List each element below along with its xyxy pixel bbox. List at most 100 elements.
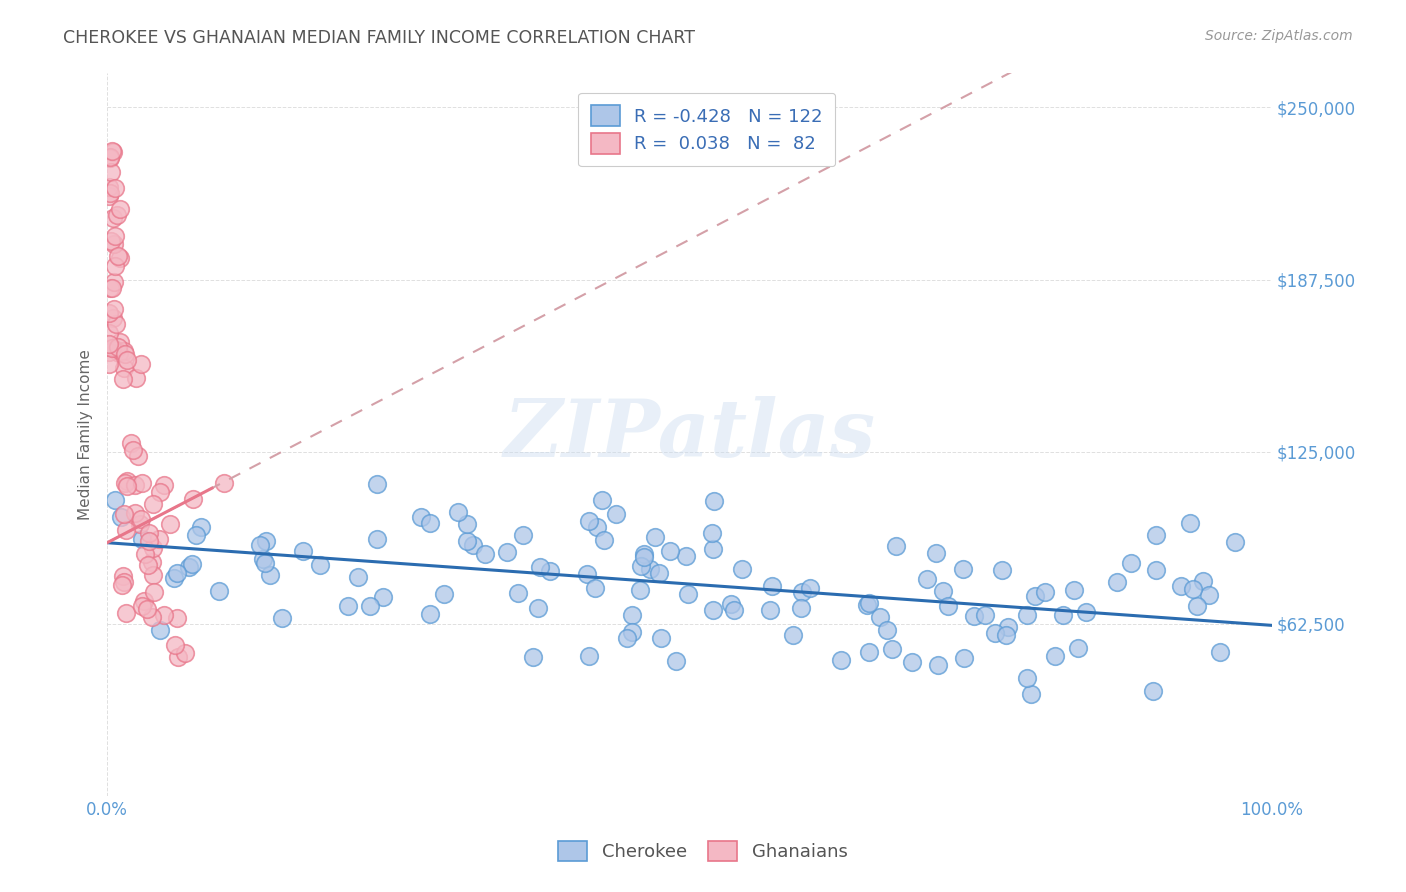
Point (1192, 574, 1215, 588)
Point (630, 559, 652, 574)
Point (108, 346, 131, 360)
Point (633, 550, 655, 565)
Point (463, 538, 485, 552)
Point (583, 581, 606, 595)
Point (142, 541, 165, 555)
Point (103, 145, 125, 159)
Point (419, 516, 441, 530)
Point (456, 533, 478, 548)
Point (166, 566, 188, 580)
Point (575, 566, 598, 581)
Point (997, 620, 1019, 634)
Point (103, 211, 125, 225)
Point (927, 658, 949, 673)
Point (799, 581, 821, 595)
Point (578, 649, 600, 664)
Point (409, 510, 432, 524)
Point (830, 653, 852, 667)
Point (952, 562, 974, 576)
Point (915, 572, 938, 586)
Point (131, 475, 153, 490)
Point (127, 449, 149, 463)
Point (103, 236, 125, 251)
Point (124, 478, 146, 492)
Point (129, 358, 152, 372)
Point (112, 574, 135, 589)
Point (1144, 563, 1167, 577)
Point (1076, 605, 1098, 619)
Point (991, 563, 1014, 577)
Point (1180, 516, 1202, 531)
Point (208, 584, 231, 599)
Point (858, 596, 880, 610)
Point (259, 567, 281, 582)
Legend: Cherokee, Ghanaians: Cherokee, Ghanaians (547, 830, 859, 872)
Point (1209, 645, 1232, 659)
Point (115, 474, 138, 488)
Point (112, 507, 135, 521)
Point (994, 628, 1017, 642)
Point (782, 628, 804, 642)
Point (586, 520, 609, 534)
Point (184, 528, 207, 542)
Point (1019, 687, 1042, 701)
Point (1015, 607, 1038, 622)
Point (104, 493, 127, 508)
Point (114, 523, 136, 537)
Point (122, 442, 145, 457)
Point (138, 525, 160, 540)
Point (98, 306, 121, 320)
Point (142, 585, 165, 599)
Point (591, 492, 613, 507)
Point (759, 603, 782, 617)
Point (101, 310, 124, 325)
Point (181, 558, 204, 572)
Point (105, 343, 128, 357)
Point (115, 353, 138, 368)
Point (336, 599, 359, 614)
Point (111, 578, 134, 592)
Point (538, 564, 561, 578)
Point (252, 551, 274, 566)
Point (110, 202, 132, 217)
Point (110, 510, 132, 524)
Point (366, 532, 388, 546)
Point (125, 370, 148, 384)
Point (359, 599, 381, 613)
Point (103, 302, 125, 317)
Point (134, 547, 156, 561)
Point (117, 479, 139, 493)
Point (131, 599, 153, 614)
Point (181, 491, 204, 506)
Point (1144, 528, 1167, 542)
Point (659, 543, 682, 558)
Point (115, 606, 138, 620)
Point (720, 597, 742, 611)
Point (212, 475, 235, 490)
Point (114, 346, 136, 360)
Point (136, 602, 159, 616)
Point (309, 558, 332, 573)
Point (638, 562, 661, 576)
Point (131, 533, 153, 547)
Point (592, 533, 614, 547)
Point (983, 625, 1005, 640)
Point (882, 642, 904, 657)
Point (98, 357, 121, 371)
Point (936, 599, 959, 613)
Text: ZIPatlas: ZIPatlas (503, 396, 876, 474)
Point (153, 607, 176, 622)
Point (1198, 588, 1220, 602)
Point (1142, 684, 1164, 698)
Point (129, 512, 152, 526)
Point (665, 654, 688, 668)
Point (120, 436, 142, 450)
Point (142, 497, 165, 511)
Point (731, 562, 754, 576)
Point (107, 248, 129, 262)
Point (432, 586, 454, 600)
Point (529, 560, 551, 574)
Point (676, 587, 699, 601)
Point (98, 326, 121, 340)
Point (527, 600, 550, 615)
